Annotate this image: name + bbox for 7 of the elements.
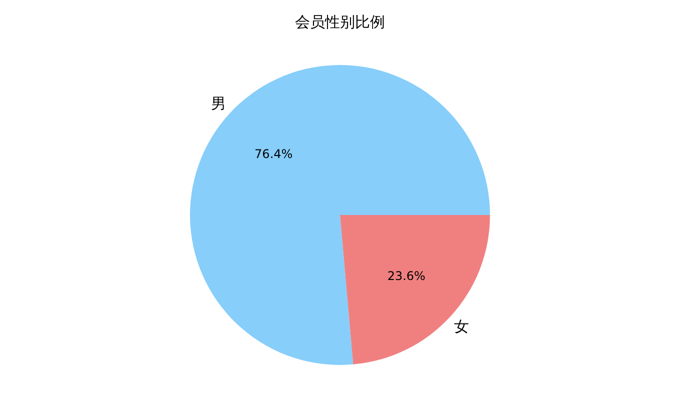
slice-label: 男 <box>210 94 226 113</box>
slice-label: 女 <box>454 317 470 336</box>
pie-slice <box>340 215 490 364</box>
chart-title: 会员性别比例 <box>295 13 385 31</box>
data-label: 76.4% <box>254 147 293 162</box>
pie-slice <box>190 65 490 365</box>
data-label: 23.6% <box>387 268 426 283</box>
